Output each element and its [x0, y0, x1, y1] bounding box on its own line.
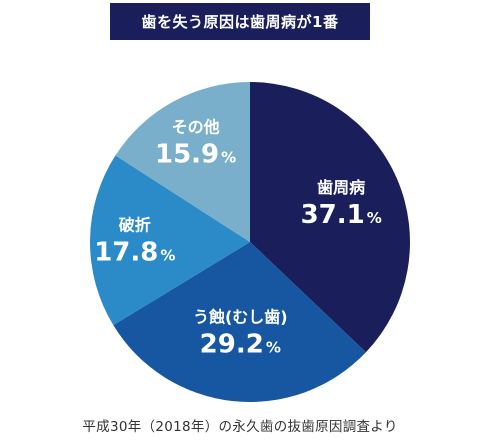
pie-slice	[250, 82, 410, 353]
pie-slice	[115, 82, 250, 242]
slice-value-label: 37.1%	[301, 200, 382, 230]
slice-label: 歯周病	[317, 178, 365, 197]
slice-label: う蝕(むし歯)	[193, 308, 288, 327]
slice-value-label: 29.2%	[200, 330, 281, 360]
pie-slice	[113, 242, 366, 402]
source-caption: 平成30年（2018年）の永久歯の抜歯原因調査より	[82, 419, 398, 435]
pie-slice	[89, 155, 250, 326]
chart-title: 歯を失う原因は歯周病が1番	[110, 3, 370, 40]
slice-label: その他	[172, 117, 220, 136]
slice-label: 破折	[119, 216, 151, 235]
slice-value-label: 15.9%	[155, 139, 236, 169]
slice-value-label: 17.8%	[94, 238, 175, 268]
